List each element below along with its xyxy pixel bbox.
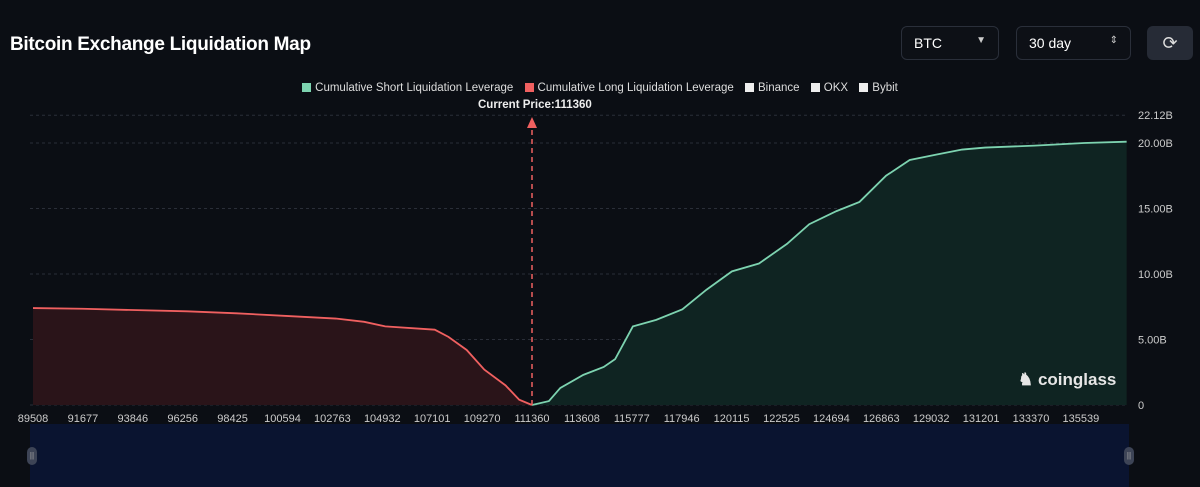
x-tick-label: 131201 [963,413,1000,425]
legend-swatch [859,83,869,92]
x-tick-label: 98425 [217,413,248,425]
legend-swatch [745,83,755,92]
y-tick-label: 10.00B [1138,269,1173,281]
y-tick-label: 20.00B [1138,138,1173,150]
chart-legend: Cumulative Short Liquidation Leverage Cu… [0,82,1200,94]
legend-swatch [524,83,534,92]
x-tick-label: 100594 [264,413,301,425]
y-tick-label: 0 [1138,400,1144,412]
y-tick-label: 22.12B [1138,110,1173,122]
x-tick-label: 107101 [414,413,451,425]
x-tick-label: 104932 [364,413,401,425]
y-tick-label: 15.00B [1138,204,1173,216]
refresh-button[interactable]: ⟳ [1147,26,1193,60]
x-tick-label: 111360 [514,413,549,425]
arrow-up-icon [527,117,537,128]
coinglass-logo: ♞ coinglass [1018,370,1117,389]
legend-label: OKX [823,82,849,94]
x-tick-label: 109270 [464,413,501,425]
x-tick-label: 135539 [1063,413,1100,425]
page-title: Bitcoin Exchange Liquidation Map [10,34,311,55]
x-tick-label: 113608 [564,413,600,425]
x-tick-label: 120115 [714,413,750,425]
coin-select[interactable]: BTC ▼ [901,26,999,60]
y-tick-label: 5.00B [1138,335,1167,347]
x-tick-label: 129032 [913,413,950,425]
zoom-slider[interactable] [30,424,1129,487]
coin-select-value: BTC [914,35,942,51]
current-price-label: Current Price:111360 [478,99,592,111]
x-tick-label: 102763 [314,413,351,425]
x-tick-label: 124694 [813,413,850,425]
legend-item-long[interactable]: Cumulative Long Liquidation Leverage [524,82,734,94]
legend-item-bybit[interactable]: Bybit [859,82,898,94]
legend-label: Cumulative Long Liquidation Leverage [537,82,734,94]
legend-label: Binance [758,82,800,94]
chevron-down-icon: ▼ [976,35,986,46]
legend-item-okx[interactable]: OKX [810,82,849,94]
legend-swatch [810,83,820,92]
legend-swatch [302,83,312,92]
x-tick-label: 96256 [167,413,198,425]
x-tick-label: 93846 [118,413,149,425]
x-tick-label: 89508 [18,413,49,425]
x-tick-label: 117946 [664,413,700,425]
up-down-icon: ⇕ [1109,35,1118,46]
range-select-value: 30 day [1029,35,1072,51]
series-area [532,141,1127,405]
refresh-icon: ⟳ [1162,32,1178,53]
zoom-handle-right[interactable]: || [1124,447,1134,465]
series-area [33,308,532,405]
legend-item-binance[interactable]: Binance [745,82,800,94]
x-tick-label: 133370 [1013,413,1050,425]
x-tick-label: 122525 [763,413,800,425]
legend-label: Bybit [872,82,898,94]
x-tick-label: 91677 [68,413,99,425]
legend-label: Cumulative Short Liquidation Leverage [315,82,514,94]
x-tick-label: 126863 [863,413,900,425]
range-select[interactable]: 30 day ⇕ [1016,26,1131,60]
zoom-handle-left[interactable]: || [27,447,37,465]
series-line [531,140,1127,406]
series-line [32,307,533,406]
legend-item-short[interactable]: Cumulative Short Liquidation Leverage [302,82,513,94]
x-tick-label: 115777 [614,413,650,425]
